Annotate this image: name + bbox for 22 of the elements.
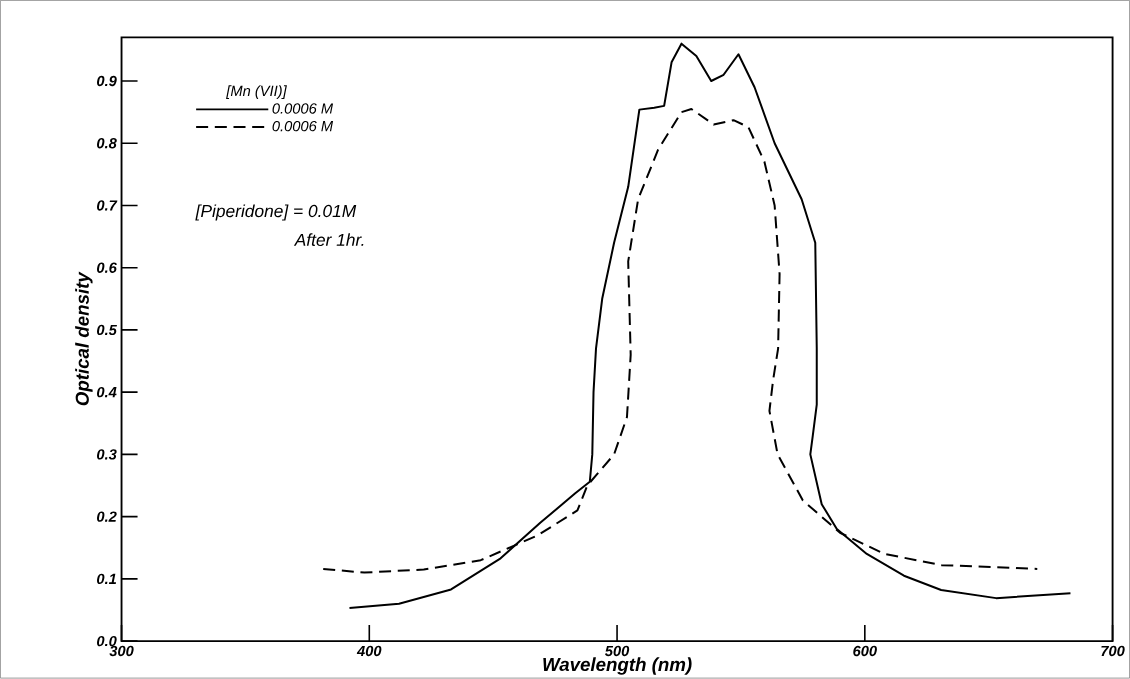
y-tick-label: 0.2 (97, 511, 117, 522)
legend-label: 0.0006 M (272, 120, 334, 132)
y-tick-label: 0.9 (97, 75, 117, 87)
x-tick-label: 300 (109, 645, 134, 657)
y-tick-label: 0.5 (97, 324, 117, 336)
legend-label: 0.0006 M (272, 103, 334, 114)
legend-title: [Mn (VII)] (226, 85, 287, 99)
x-tick-label: 700 (1101, 645, 1125, 657)
y-tick-label: 0.1 (97, 573, 117, 584)
x-tick-label: 500 (604, 645, 630, 657)
y-tick-label: 0.6 (97, 262, 117, 273)
x-axis-title: Wavelength (nm) (543, 657, 692, 675)
y-tick-label: 0.4 (97, 386, 117, 398)
x-tick-label: 400 (356, 645, 382, 657)
annotation: After 1hr. (293, 233, 364, 246)
annotation: [Piperidone] = 0.01M (195, 204, 357, 221)
y-tick-label: 0.3 (97, 449, 117, 460)
y-tick-label: 0.7 (97, 200, 118, 211)
y-tick-label: 0.0 (97, 635, 117, 647)
x-tick-label: 600 (853, 645, 877, 657)
y-axis-title: Optical density (75, 271, 93, 406)
y-tick-label: 0.8 (97, 137, 117, 149)
